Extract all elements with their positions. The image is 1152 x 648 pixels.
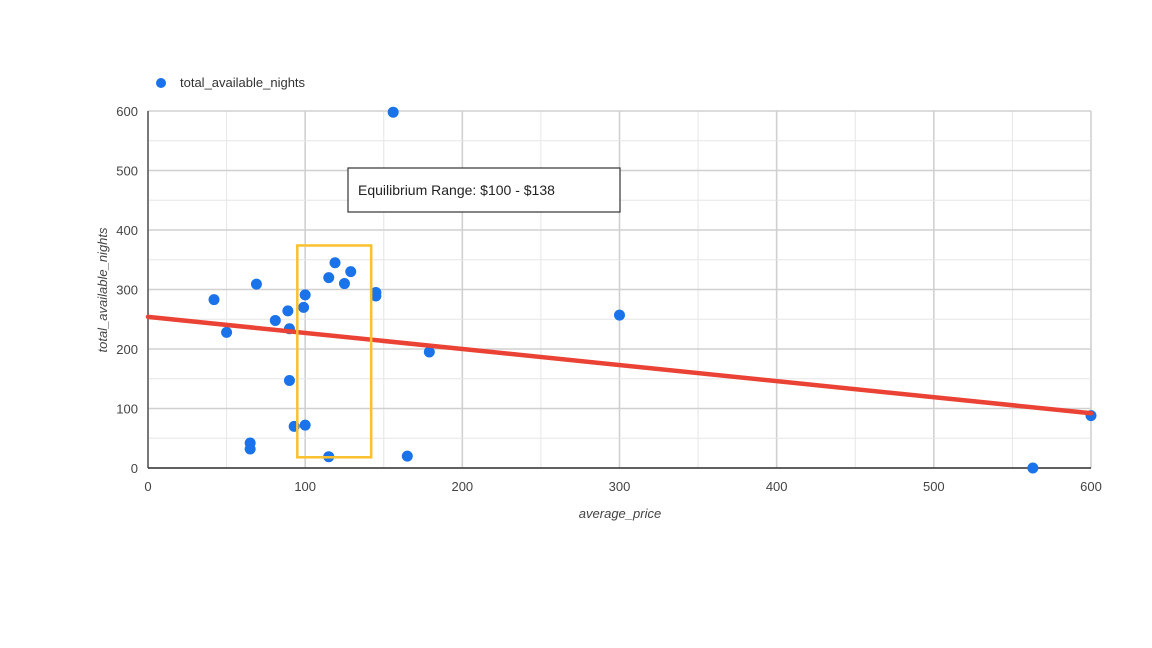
y-tick-label: 100 [116,402,138,417]
data-point [323,272,335,284]
overlays [145,244,1094,459]
x-tick-labels: 0 100 200 300 400 500 600 [144,479,1101,494]
x-tick-label: 600 [1080,479,1102,494]
data-point [1027,462,1039,474]
equilibrium-highlight-box [296,244,373,459]
data-point [299,419,311,431]
y-tick-label: 400 [116,223,138,238]
data-point [614,309,625,321]
data-point [244,443,256,455]
data-point [282,305,294,317]
data-point [401,450,413,462]
x-tick-label: 0 [144,479,151,494]
y-axis-label: total_available_nights [95,227,110,353]
data-point [299,289,311,301]
data-point [283,375,295,387]
data-point [370,290,382,302]
data-point [329,257,341,269]
legend-label: total_available_nights [180,75,306,90]
y-tick-label: 600 [116,104,138,119]
x-axis-label: average_price [579,506,661,521]
x-tick-label: 200 [451,479,473,494]
legend-marker [156,78,166,88]
annotation-box: Equilibrium Range: $100 - $138 [347,167,621,213]
trendline [145,314,1094,416]
y-tick-label: 200 [116,342,138,357]
data-point [208,294,220,306]
x-tick-label: 300 [609,479,631,494]
y-tick-label: 500 [116,164,138,179]
axes [147,111,1091,469]
x-tick-label: 500 [923,479,945,494]
annotation-text: Equilibrium Range: $100 - $138 [358,182,555,198]
legend: total_available_nights [156,75,306,90]
y-tick-labels: 0 100 200 300 400 500 600 [116,104,138,476]
x-tick-label: 100 [294,479,316,494]
y-tick-label: 300 [116,283,138,298]
y-tick-label: 0 [131,461,138,476]
data-point [269,314,281,326]
data-point [298,301,310,313]
annotation-border [347,167,621,213]
grid [147,110,1092,469]
data-point [423,346,435,358]
data-point [345,266,357,278]
data-point [338,278,350,290]
data-point [221,326,233,338]
x-tick-label: 400 [766,479,788,494]
data-point [387,106,399,118]
data-point [250,278,262,290]
